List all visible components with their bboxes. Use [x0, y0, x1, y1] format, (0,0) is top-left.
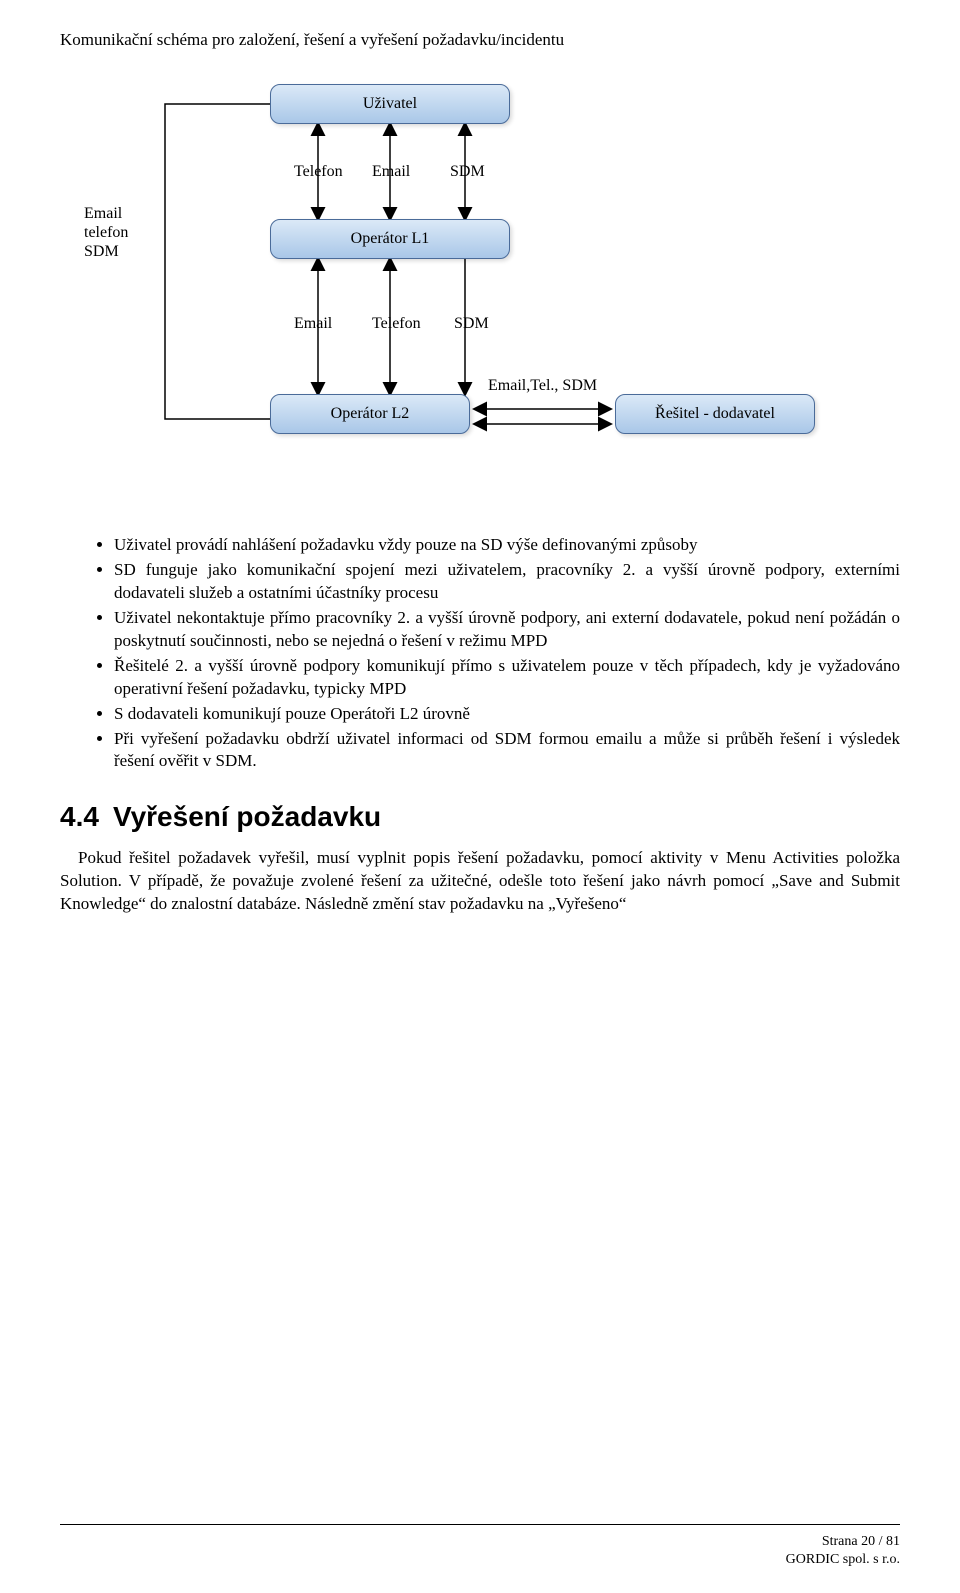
- footer-rule: [60, 1524, 900, 1525]
- label-l_emailtel: Email,Tel., SDM: [488, 376, 597, 395]
- bullet-item: Uživatel provádí nahlášení požadavku vžd…: [114, 534, 900, 557]
- label-l_email1: Email: [372, 162, 410, 181]
- section-heading: 4.4 Vyřešení požadavku: [60, 801, 900, 833]
- bullet-item: SD funguje jako komunikační spojení mezi…: [114, 559, 900, 605]
- node-uzivatel: Uživatel: [270, 84, 510, 124]
- section-title: Vyřešení požadavku: [113, 801, 381, 832]
- bullet-item: Při vyřešení požadavku obdrží uživatel i…: [114, 728, 900, 774]
- communication-diagram: Uživatel Operátor L1 Operátor L2 Řešitel - …: [60, 74, 880, 504]
- bullet-item: S dodavateli komunikují pouze Operátoři …: [114, 703, 900, 726]
- section-paragraph: Pokud řešitel požadavek vyřešil, musí vy…: [60, 847, 900, 916]
- node-resitel: Řešitel - dodavatel: [615, 394, 815, 434]
- label-l_sdm2: SDM: [454, 314, 489, 333]
- label-l_sdm1: SDM: [450, 162, 485, 181]
- diagram-arrows-svg: [60, 74, 880, 504]
- bullet-item: Řešitelé 2. a vyšší úrovně podpory komun…: [114, 655, 900, 701]
- node-operatorL1: Operátor L1: [270, 219, 510, 259]
- label-l_telefon1: Telefon: [294, 162, 343, 181]
- label-l_email_tel_sdm: Email telefon SDM: [84, 204, 128, 262]
- section-number: 4.4: [60, 801, 99, 832]
- footer-page: Strana 20 / 81: [786, 1533, 900, 1551]
- node-operatorL2: Operátor L2: [270, 394, 470, 434]
- bullet-list: Uživatel provádí nahlášení požadavku vžd…: [60, 534, 900, 773]
- page-footer: Strana 20 / 81 GORDIC spol. s r.o.: [786, 1533, 900, 1569]
- label-l_email2: Email: [294, 314, 332, 333]
- footer-company: GORDIC spol. s r.o.: [786, 1551, 900, 1569]
- label-l_telefon2: Telefon: [372, 314, 421, 333]
- bullet-item: Uživatel nekontaktuje přímo pracovníky 2…: [114, 607, 900, 653]
- page-title: Komunikační schéma pro založení, řešení …: [60, 30, 900, 50]
